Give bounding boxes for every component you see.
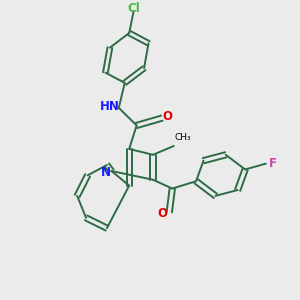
Text: N: N — [101, 166, 111, 179]
Text: HN: HN — [100, 100, 120, 113]
Text: F: F — [269, 157, 277, 170]
Text: Cl: Cl — [127, 2, 140, 15]
Text: CH₃: CH₃ — [175, 134, 191, 142]
Text: O: O — [158, 207, 168, 220]
Text: O: O — [163, 110, 173, 123]
